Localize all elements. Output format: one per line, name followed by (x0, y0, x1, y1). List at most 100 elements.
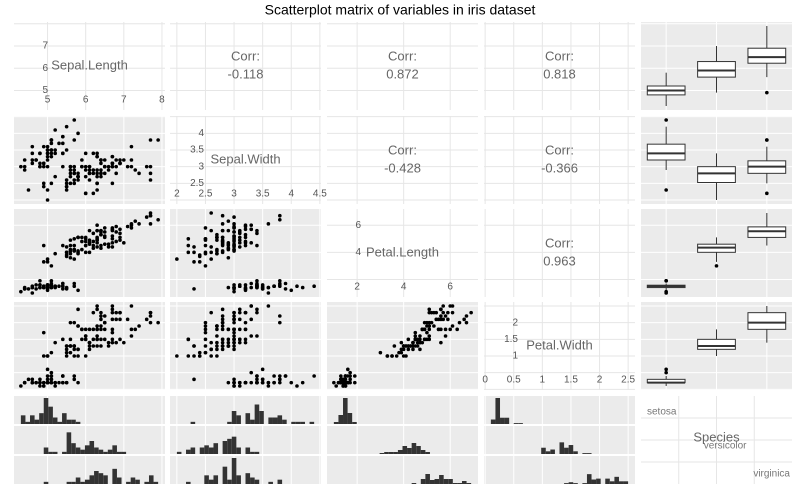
chart-title: Scatterplot matrix of variables in iris … (265, 2, 536, 18)
point (133, 327, 138, 332)
point (378, 350, 383, 355)
point (312, 284, 316, 289)
outlier (765, 90, 769, 95)
point (232, 235, 236, 240)
point (30, 291, 35, 295)
point (209, 347, 213, 352)
point (45, 144, 50, 149)
histogram-bar (66, 419, 72, 424)
histogram-bar (245, 473, 251, 484)
point (76, 288, 80, 293)
point (53, 148, 57, 152)
corr-value: 0.872 (386, 66, 419, 81)
point (99, 171, 103, 176)
point (232, 380, 236, 385)
corr-value: -0.366 (541, 160, 578, 175)
point (249, 380, 254, 385)
histogram-bar (186, 481, 191, 484)
panel-background (14, 116, 165, 204)
point (49, 370, 54, 375)
point (443, 314, 448, 318)
point (226, 228, 231, 233)
histogram-bar (103, 451, 108, 454)
corr-label: Corr: (388, 142, 417, 157)
point (91, 327, 96, 332)
histogram-bar (545, 451, 551, 454)
histogram-bar (393, 452, 398, 454)
point (266, 285, 271, 290)
histogram-bar (425, 452, 430, 454)
point (53, 380, 57, 385)
point (76, 171, 80, 176)
outlier (664, 370, 668, 375)
point (49, 350, 54, 355)
point (110, 227, 115, 232)
point (83, 354, 88, 358)
point (232, 222, 236, 226)
x-tick-label: 2 (174, 189, 180, 200)
point (45, 285, 50, 290)
point (95, 307, 99, 312)
point (99, 324, 103, 328)
point (68, 168, 73, 172)
histogram-bar (596, 478, 601, 484)
point (114, 164, 118, 169)
point (300, 380, 305, 385)
point (99, 310, 103, 315)
histogram-bar (89, 475, 95, 484)
x-tick-label: 6 (83, 95, 89, 106)
point (80, 239, 84, 244)
point (243, 239, 248, 244)
point (243, 337, 248, 342)
point (122, 241, 126, 245)
point (266, 304, 271, 308)
point (87, 164, 92, 169)
histogram-bar (80, 449, 85, 454)
point (61, 287, 65, 291)
point (34, 158, 38, 162)
point (72, 178, 77, 182)
point (83, 168, 88, 172)
histogram-bar (222, 441, 228, 454)
point (99, 232, 103, 237)
y-tick-label: 2 (512, 317, 518, 328)
point (215, 327, 219, 332)
point (45, 148, 50, 152)
point (114, 317, 118, 322)
point (118, 231, 122, 236)
variable-label: Species (693, 429, 740, 444)
point (91, 243, 96, 248)
point (255, 228, 259, 233)
point (420, 340, 425, 345)
point (76, 131, 80, 136)
point (61, 374, 65, 378)
point (232, 327, 236, 332)
point (95, 327, 99, 332)
point (76, 178, 80, 182)
box (747, 47, 787, 64)
point (441, 310, 446, 315)
point (427, 337, 432, 342)
point (397, 350, 401, 355)
point (144, 317, 149, 322)
histogram-bar (62, 413, 67, 424)
y-tick-label: 6 (355, 220, 361, 231)
y-tick-label: 1.5 (504, 334, 518, 345)
point (215, 334, 219, 338)
histogram-bar (103, 475, 108, 484)
histogram-bar (291, 421, 296, 424)
point (232, 215, 236, 219)
point (148, 314, 153, 318)
point (439, 314, 443, 318)
point (118, 238, 122, 242)
point (249, 241, 254, 245)
point (232, 330, 236, 335)
variable-label: Petal.Length (366, 244, 439, 259)
point (38, 161, 42, 166)
histogram-bar (605, 478, 610, 484)
point (38, 377, 42, 382)
histogram-bar (564, 483, 569, 484)
point (156, 320, 160, 325)
point (72, 236, 77, 241)
point (186, 236, 191, 241)
